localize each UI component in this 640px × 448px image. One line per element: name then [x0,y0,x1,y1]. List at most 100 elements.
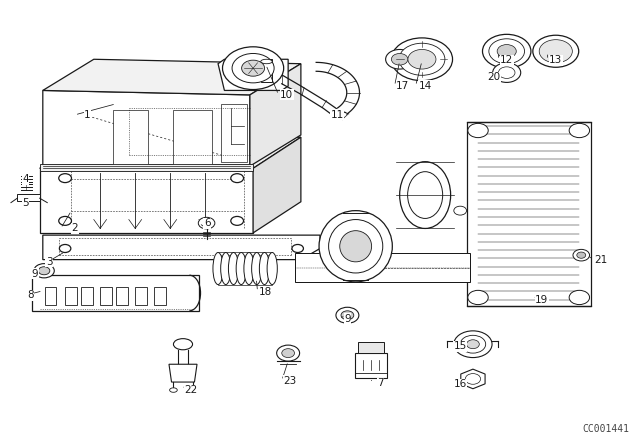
Circle shape [59,174,72,183]
Circle shape [497,44,516,58]
Circle shape [468,123,488,138]
Circle shape [489,39,525,64]
Text: 20: 20 [488,72,500,82]
Ellipse shape [189,388,196,392]
Text: 17: 17 [396,81,410,91]
Circle shape [493,63,521,82]
Ellipse shape [173,339,193,350]
Ellipse shape [170,388,177,392]
Circle shape [198,217,215,229]
Circle shape [569,123,589,138]
Text: 22: 22 [185,385,198,395]
Circle shape [577,252,586,258]
Text: 3: 3 [46,257,52,267]
Circle shape [392,38,452,81]
Polygon shape [43,90,250,166]
Text: 18: 18 [259,287,273,297]
Text: 16: 16 [454,379,467,389]
Circle shape [223,47,284,90]
Polygon shape [355,353,387,378]
Bar [135,287,147,305]
Bar [100,287,111,305]
Circle shape [242,60,264,76]
Polygon shape [43,235,320,260]
Polygon shape [358,342,384,353]
Ellipse shape [267,253,277,284]
Circle shape [533,35,579,67]
Circle shape [34,263,54,278]
Circle shape [386,49,413,69]
Polygon shape [221,104,246,162]
Text: 5: 5 [22,198,29,208]
Bar [65,287,77,305]
Circle shape [569,290,589,305]
Circle shape [460,335,486,353]
Ellipse shape [399,162,451,228]
Circle shape [336,307,359,323]
Text: 23: 23 [284,376,297,386]
Circle shape [341,311,354,320]
Text: 9: 9 [32,269,38,279]
Text: 13: 13 [549,55,563,65]
Polygon shape [218,59,288,90]
Text: 12: 12 [500,55,513,65]
Polygon shape [260,59,272,82]
Ellipse shape [408,172,443,219]
Polygon shape [113,111,148,164]
Text: 7: 7 [377,379,384,388]
Bar [467,121,591,306]
Circle shape [392,53,408,65]
Polygon shape [250,64,301,166]
Ellipse shape [213,253,223,284]
Polygon shape [358,265,470,270]
Circle shape [231,216,244,225]
Circle shape [231,174,244,183]
Bar [154,287,166,305]
Ellipse shape [236,253,246,284]
Polygon shape [173,111,212,164]
Bar [81,287,93,305]
Ellipse shape [259,253,269,284]
Ellipse shape [340,231,372,262]
Polygon shape [40,137,301,168]
Polygon shape [32,275,199,311]
Text: 15: 15 [454,341,467,351]
Bar [45,287,56,305]
Circle shape [282,349,294,358]
Circle shape [399,43,445,75]
Text: 9: 9 [344,314,351,324]
Text: 2: 2 [71,224,78,233]
Circle shape [499,67,515,78]
Text: CC001441: CC001441 [582,424,629,434]
Ellipse shape [228,253,239,284]
Text: 19: 19 [535,295,548,305]
Polygon shape [294,253,470,282]
Circle shape [483,34,531,68]
Text: 11: 11 [331,110,344,120]
Text: 14: 14 [419,81,432,91]
Circle shape [232,53,274,83]
Text: 6: 6 [204,218,211,228]
Ellipse shape [260,59,272,64]
Ellipse shape [319,211,392,282]
Circle shape [38,267,50,275]
Polygon shape [461,369,485,389]
Text: 1: 1 [84,110,91,120]
Polygon shape [40,164,253,171]
Circle shape [467,340,479,349]
Circle shape [454,331,492,358]
Circle shape [59,216,72,225]
Text: 10: 10 [280,90,293,100]
Circle shape [454,206,467,215]
Circle shape [465,374,481,384]
Text: 21: 21 [594,254,607,265]
Text: 8: 8 [27,290,33,300]
Circle shape [468,290,488,305]
Circle shape [408,49,436,69]
Circle shape [292,245,303,253]
Ellipse shape [244,253,254,284]
Polygon shape [169,364,197,382]
Circle shape [60,245,71,253]
Bar [116,287,127,305]
Polygon shape [43,59,301,95]
